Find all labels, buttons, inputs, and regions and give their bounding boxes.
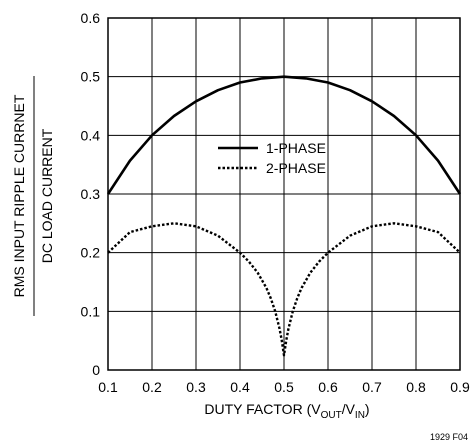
x-tick-label: 0.7 [362,379,382,395]
x-tick-label: 0.8 [406,379,426,395]
legend: 1-PHASE 2-PHASE [218,140,326,176]
x-title-suffix: ) [365,401,370,417]
x-title-prefix: DUTY FACTOR (V [204,401,321,417]
y-tick-labels: 0 0.1 0.2 0.3 0.4 0.5 0.6 [81,10,101,378]
grid-lines [107,17,461,371]
series-line-2-phase [107,222,461,357]
x-tick-labels: 0.1 0.2 0.3 0.4 0.5 0.6 0.7 0.8 0.9 [98,379,470,395]
x-tick-label: 0.9 [450,379,470,395]
plot-frame [107,17,461,371]
x-title-mid: /V [342,401,356,417]
x-tick-label: 0.5 [274,379,294,395]
y-tick-label: 0.3 [81,186,101,202]
y-tick-label: 0.4 [81,127,101,143]
x-title-sub-in: IN [355,410,365,421]
x-axis-title: DUTY FACTOR (VOUT/VIN) [204,401,369,421]
y-title-numerator: RMS INPUT RIPPLE CURRNET [11,94,27,297]
y-tick-label: 0.6 [81,10,101,26]
x-tick-label: 0.4 [230,379,250,395]
y-tick-label: 0.5 [81,69,101,85]
x-tick-label: 0.3 [186,379,206,395]
legend-label-2-phase: 2-PHASE [266,160,326,176]
x-title-sub-out: OUT [321,410,342,421]
y-title-denominator: DC LOAD CURRENT [39,128,55,263]
figure-id: 1929 F04 [430,432,468,442]
x-tick-label: 0.6 [318,379,338,395]
legend-label-1-phase: 1-PHASE [266,140,326,156]
x-tick-label: 0.2 [142,379,162,395]
y-axis-title: RMS INPUT RIPPLE CURRNET DC LOAD CURRENT [11,76,55,316]
y-tick-label: 0 [92,362,100,378]
y-tick-label: 0.2 [81,245,101,261]
series-group [106,75,462,357]
x-tick-label: 0.1 [98,379,118,395]
y-tick-label: 0.1 [81,303,101,319]
series-line-1-phase [106,75,462,195]
